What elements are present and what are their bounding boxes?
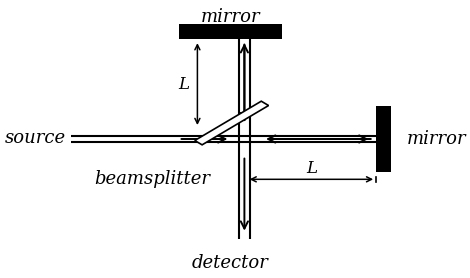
Text: mirror: mirror — [407, 130, 466, 148]
Text: beamsplitter: beamsplitter — [94, 170, 210, 188]
Text: source: source — [5, 129, 66, 147]
Bar — [195, 101, 268, 145]
Text: L: L — [178, 76, 189, 93]
Text: detector: detector — [192, 254, 269, 272]
Bar — [376, 106, 391, 172]
Bar — [179, 24, 282, 39]
Text: L: L — [306, 160, 317, 177]
Text: mirror: mirror — [201, 8, 260, 26]
